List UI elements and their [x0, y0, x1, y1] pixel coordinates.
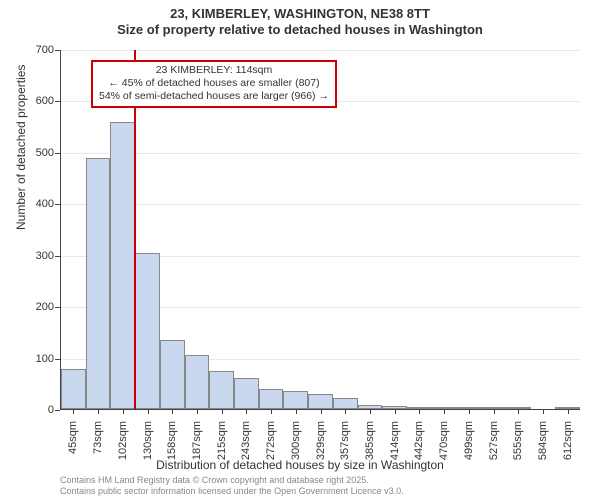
x-tick-label: 612sqm	[562, 415, 574, 460]
bar-slot: 45sqm	[61, 50, 86, 409]
x-tick-mark	[568, 409, 569, 414]
y-tick-mark	[55, 359, 60, 360]
x-tick-label: 102sqm	[117, 415, 129, 460]
x-tick-label: 357sqm	[339, 415, 351, 460]
x-tick-mark	[419, 409, 420, 414]
callout-line-3: 54% of semi-detached houses are larger (…	[99, 90, 329, 103]
bar-slot: 527sqm	[481, 50, 506, 409]
x-tick-label: 499sqm	[463, 415, 475, 460]
x-tick-label: 527sqm	[488, 415, 500, 460]
bar	[234, 378, 259, 409]
x-tick-mark	[246, 409, 247, 414]
x-axis-title: Distribution of detached houses by size …	[0, 458, 600, 472]
title-block: 23, KIMBERLEY, WASHINGTON, NE38 8TT Size…	[0, 0, 600, 39]
x-tick-label: 272sqm	[265, 415, 277, 460]
bar-slot: 584sqm	[531, 50, 556, 409]
title-line-1: 23, KIMBERLEY, WASHINGTON, NE38 8TT	[0, 6, 600, 22]
x-tick-mark	[148, 409, 149, 414]
x-tick-mark	[296, 409, 297, 414]
x-tick-mark	[73, 409, 74, 414]
x-tick-label: 187sqm	[191, 415, 203, 460]
x-tick-label: 300sqm	[290, 415, 302, 460]
x-tick-label: 243sqm	[240, 415, 252, 460]
x-tick-mark	[271, 409, 272, 414]
x-tick-mark	[123, 409, 124, 414]
bar-slot: 499sqm	[457, 50, 482, 409]
bar-slot: 470sqm	[432, 50, 457, 409]
chart-container: 23, KIMBERLEY, WASHINGTON, NE38 8TT Size…	[0, 0, 600, 500]
y-axis-title: Number of detached properties	[14, 65, 28, 230]
bar	[135, 253, 160, 409]
y-tick-mark	[55, 204, 60, 205]
x-tick-mark	[197, 409, 198, 414]
bar	[61, 369, 86, 409]
x-tick-label: 442sqm	[413, 415, 425, 460]
bar	[333, 398, 358, 409]
x-tick-mark	[98, 409, 99, 414]
bar	[209, 371, 234, 409]
x-tick-label: 45sqm	[67, 415, 79, 454]
marker-callout: 23 KIMBERLEY: 114sqm ← 45% of detached h…	[91, 60, 337, 108]
y-tick-mark	[55, 256, 60, 257]
x-tick-label: 73sqm	[92, 415, 104, 454]
bar-slot: 414sqm	[382, 50, 407, 409]
bar	[110, 122, 135, 409]
title-line-2: Size of property relative to detached ho…	[0, 22, 600, 38]
y-tick-mark	[55, 153, 60, 154]
x-tick-mark	[469, 409, 470, 414]
callout-line-2: ← 45% of detached houses are smaller (80…	[99, 77, 329, 90]
x-tick-label: 584sqm	[537, 415, 549, 460]
callout-line-1: 23 KIMBERLEY: 114sqm	[99, 64, 329, 77]
x-tick-label: 385sqm	[364, 415, 376, 460]
attribution-line-2: Contains public sector information licen…	[60, 486, 404, 497]
bar-slot: 555sqm	[506, 50, 531, 409]
bar-slot: 385sqm	[358, 50, 383, 409]
bar	[259, 389, 284, 410]
x-tick-mark	[494, 409, 495, 414]
attribution-block: Contains HM Land Registry data © Crown c…	[60, 475, 404, 497]
y-tick-mark	[55, 50, 60, 51]
x-tick-mark	[543, 409, 544, 414]
bar-slot: 442sqm	[407, 50, 432, 409]
bar	[185, 355, 210, 409]
y-tick-mark	[55, 410, 60, 411]
bar	[86, 158, 111, 409]
plot-area: 45sqm73sqm102sqm130sqm158sqm187sqm215sqm…	[60, 50, 580, 410]
x-tick-mark	[172, 409, 173, 414]
x-tick-label: 130sqm	[142, 415, 154, 460]
x-tick-mark	[444, 409, 445, 414]
x-tick-mark	[321, 409, 322, 414]
bar	[283, 391, 308, 409]
x-tick-label: 470sqm	[438, 415, 450, 460]
x-tick-mark	[222, 409, 223, 414]
bar-slot: 612sqm	[555, 50, 580, 409]
x-tick-mark	[370, 409, 371, 414]
x-tick-mark	[395, 409, 396, 414]
x-tick-label: 555sqm	[512, 415, 524, 460]
bar	[160, 340, 185, 409]
y-tick-mark	[55, 101, 60, 102]
x-tick-mark	[345, 409, 346, 414]
attribution-line-1: Contains HM Land Registry data © Crown c…	[60, 475, 404, 486]
y-tick-mark	[55, 307, 60, 308]
x-tick-label: 329sqm	[315, 415, 327, 460]
bar	[308, 394, 333, 409]
chart-inner: 45sqm73sqm102sqm130sqm158sqm187sqm215sqm…	[60, 50, 580, 410]
x-tick-label: 414sqm	[389, 415, 401, 460]
x-tick-label: 158sqm	[166, 415, 178, 460]
x-tick-label: 215sqm	[216, 415, 228, 460]
x-tick-mark	[518, 409, 519, 414]
